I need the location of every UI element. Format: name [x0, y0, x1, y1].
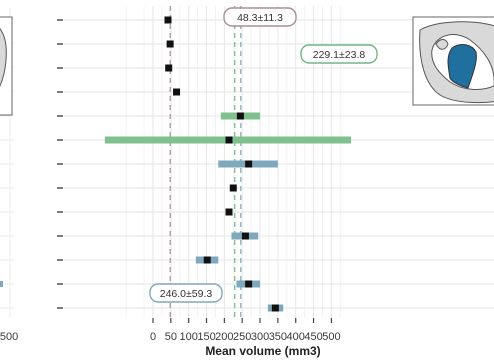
reference-label: 48.3±11.3	[223, 7, 297, 27]
x-tick-label: 50	[165, 331, 177, 343]
highlight-region	[447, 44, 477, 89]
x-tick-label: 450	[304, 331, 322, 343]
reference-label: 246.0±59.3	[149, 283, 223, 303]
mean-marker	[165, 64, 173, 72]
brain-inset	[412, 16, 494, 106]
mean-marker	[241, 232, 249, 240]
reference-label-box	[300, 44, 378, 64]
reference-label-text: 229.1±23.8	[313, 49, 366, 61]
reference-annotations: 48.3±11.3 229.1±23.8 246.0±59.3	[149, 7, 378, 303]
mean-marker	[203, 256, 211, 264]
mean-marker	[166, 40, 174, 48]
x-tick-label: 250	[233, 331, 251, 343]
x-tick-label: 400	[287, 331, 305, 343]
mean-marker	[236, 112, 244, 120]
x-tick-label: 200	[215, 331, 233, 343]
mean-points	[164, 16, 279, 312]
y-axis-ticks	[57, 19, 63, 309]
x-tick-label: 300	[251, 331, 269, 343]
x-axis-title: Mean volume (mm3)	[205, 344, 320, 358]
x-tick-label: 500	[322, 331, 340, 343]
mean-marker	[225, 136, 233, 144]
left-panel: 500	[0, 8, 18, 343]
mean-marker	[245, 160, 253, 168]
mean-marker	[173, 88, 181, 96]
mean-marker	[245, 280, 253, 288]
brain-ridge-shape	[435, 39, 449, 50]
mean-marker	[229, 184, 237, 192]
reference-label-text: 246.0±59.3	[160, 288, 213, 300]
plot-area: 0 50 100 150 200 250 300 350 400 450 500 48.3±11.3…	[57, 6, 494, 358]
x-tick-label: 350	[269, 331, 287, 343]
reference-label-box	[223, 7, 297, 27]
x-tick-label: 0	[150, 331, 156, 343]
mean-marker	[225, 208, 233, 216]
x-tick-label: 150	[197, 331, 215, 343]
left-panel-inset	[0, 16, 13, 116]
mean-marker	[271, 304, 279, 312]
reference-label: 229.1±23.8	[300, 44, 378, 64]
reference-label-box	[149, 283, 223, 303]
reference-label-text: 48.3±11.3	[237, 12, 283, 24]
mean-marker	[164, 16, 172, 24]
x-tick-label: 100	[180, 331, 198, 343]
left-panel-tick-label: 500	[0, 331, 18, 343]
left-panel-bar	[0, 281, 3, 287]
x-axis: 0 50 100 150 200 250 300 350 400 450 500	[150, 318, 341, 343]
